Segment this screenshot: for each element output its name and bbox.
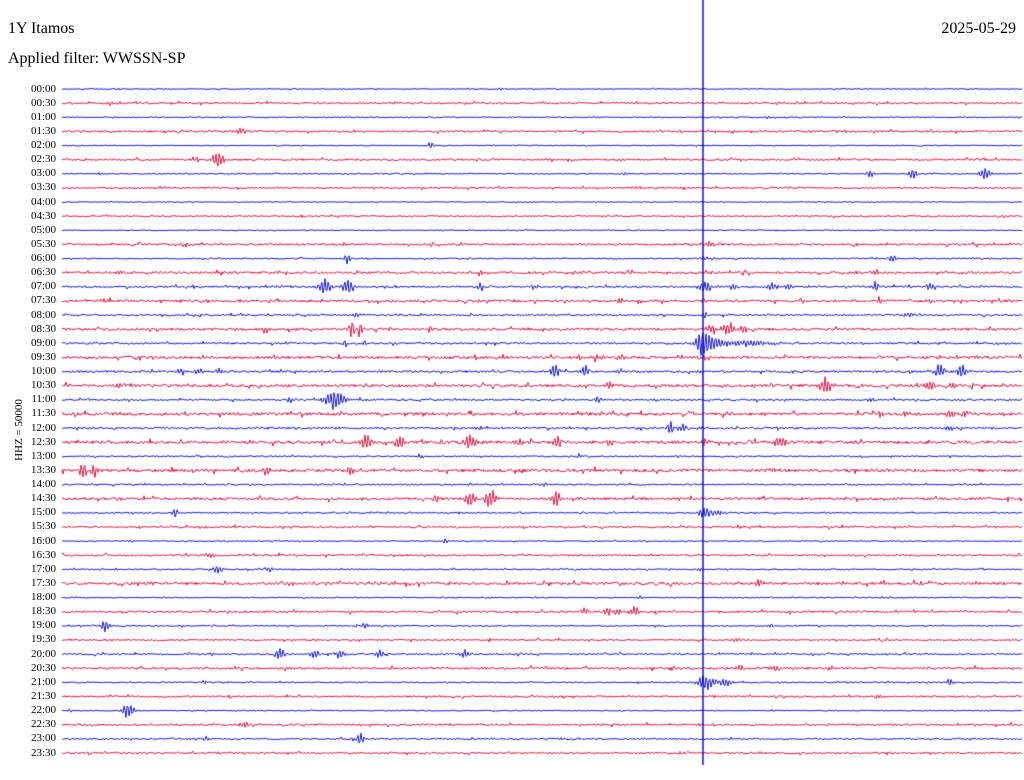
time-label: 18:00 bbox=[30, 591, 56, 604]
time-label: 19:00 bbox=[30, 619, 56, 632]
time-label: 11:00 bbox=[31, 393, 56, 406]
time-label: 03:00 bbox=[30, 167, 56, 180]
time-label: 20:30 bbox=[30, 661, 56, 674]
time-label: 09:30 bbox=[30, 350, 56, 363]
time-label: 05:00 bbox=[30, 223, 56, 236]
time-label: 15:30 bbox=[30, 520, 56, 533]
time-label: 17:30 bbox=[30, 576, 56, 589]
time-label: 04:30 bbox=[30, 209, 56, 222]
time-label: 09:00 bbox=[30, 336, 56, 349]
time-label: 03:30 bbox=[30, 181, 56, 194]
filter-label: Applied filter: WWSSN-SP bbox=[8, 50, 186, 67]
time-label: 17:00 bbox=[30, 562, 56, 575]
time-label: 12:30 bbox=[30, 435, 56, 448]
time-label: 21:30 bbox=[30, 690, 56, 702]
station-title: 1Y Itamos bbox=[8, 20, 75, 37]
time-label: 00:30 bbox=[30, 96, 56, 109]
time-label: 08:30 bbox=[30, 322, 56, 335]
time-label: 13:00 bbox=[30, 449, 56, 462]
time-label: 21:00 bbox=[30, 675, 56, 688]
time-label: 22:00 bbox=[30, 704, 56, 717]
time-label: 13:30 bbox=[30, 463, 56, 476]
time-label: 01:30 bbox=[30, 124, 56, 137]
time-label: 22:30 bbox=[30, 718, 56, 731]
time-label: 20:00 bbox=[30, 647, 56, 660]
time-label: 15:00 bbox=[30, 506, 56, 519]
time-label: 19:30 bbox=[30, 633, 56, 646]
time-label: 23:30 bbox=[30, 746, 56, 759]
time-label: 02:00 bbox=[30, 139, 56, 151]
time-label-column: 00:00 00:30 01:00 01:30 02:00 02:30 03:00 03:30… bbox=[0, 0, 58, 780]
time-label: 07:00 bbox=[30, 280, 56, 293]
time-label: 12:00 bbox=[30, 421, 56, 434]
time-label: 08:00 bbox=[30, 308, 56, 321]
time-label: 00:00 bbox=[30, 82, 56, 95]
time-label: 23:00 bbox=[30, 732, 56, 745]
time-label: 10:00 bbox=[30, 365, 56, 378]
time-label: 18:30 bbox=[30, 605, 56, 618]
time-label: 10:30 bbox=[30, 379, 56, 392]
time-label: 04:00 bbox=[30, 195, 56, 208]
time-label: 11:30 bbox=[31, 407, 56, 420]
time-label: 16:00 bbox=[30, 534, 56, 547]
time-label: 06:30 bbox=[30, 266, 56, 279]
time-label: 06:00 bbox=[30, 252, 56, 265]
time-label: 05:30 bbox=[30, 237, 56, 250]
time-label: 01:00 bbox=[30, 110, 56, 123]
time-label: 14:30 bbox=[30, 492, 56, 505]
time-label: 14:00 bbox=[30, 478, 56, 491]
time-label: 02:30 bbox=[30, 153, 56, 166]
time-label: 16:30 bbox=[30, 548, 56, 561]
time-label: 07:30 bbox=[30, 294, 56, 307]
record-date: 2025-05-29 bbox=[941, 20, 1016, 37]
